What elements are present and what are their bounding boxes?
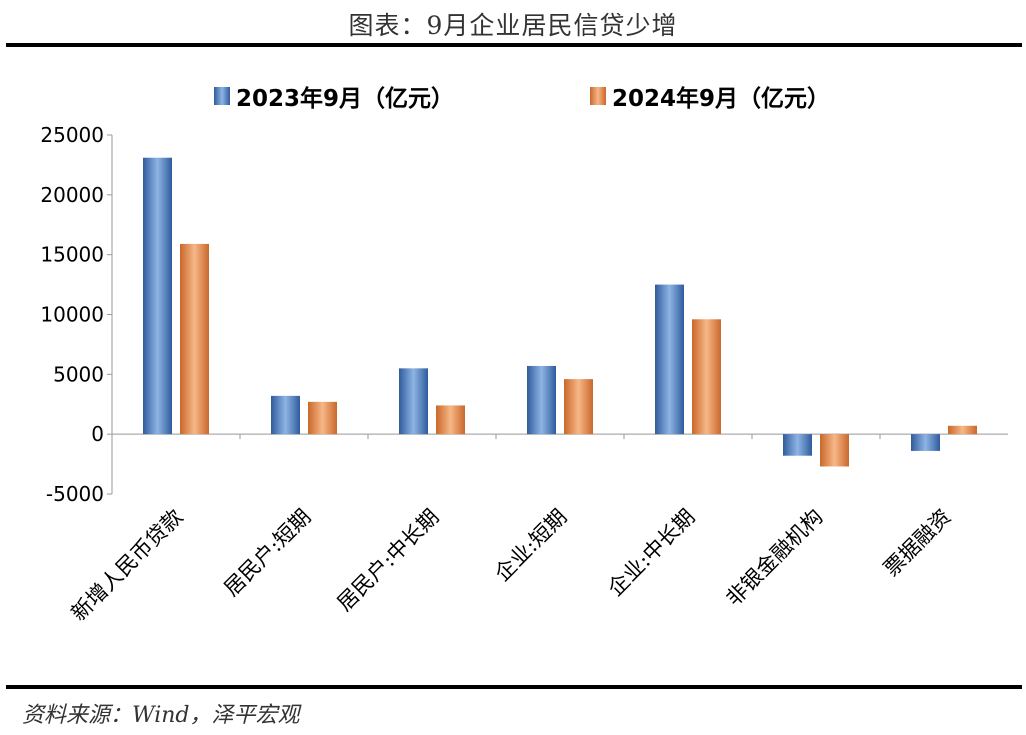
bar-2023-3 (527, 365, 556, 435)
category-label: 居民户:中长期 (332, 505, 443, 616)
source-note: 资料来源：Wind，泽平宏观 (22, 703, 300, 728)
legend-label-0: 2023年9月（亿元） (236, 85, 454, 112)
bars (143, 157, 977, 467)
category-label: 企业:短期 (490, 505, 571, 586)
bar-2024-5 (820, 434, 849, 467)
bar-2023-1 (271, 395, 300, 435)
y-tick-label: 10000 (40, 303, 104, 327)
bar-2024-6 (948, 425, 977, 435)
bar-2023-2 (399, 368, 428, 435)
y-tick-label: 0 (91, 422, 104, 446)
y-tick-label: 15000 (40, 243, 104, 267)
y-tick-label: -5000 (46, 482, 104, 506)
legend-label-1: 2024年9月（亿元） (612, 85, 830, 112)
bottom-rule (6, 685, 1022, 689)
bar-2024-3 (564, 379, 593, 435)
category-label: 新增人民币贷款 (67, 505, 188, 626)
bar-2024-1 (308, 401, 337, 435)
legend: 2023年9月（亿元） 2024年9月（亿元） (214, 85, 830, 112)
legend-swatch-1 (590, 87, 606, 105)
labels: 新增人民币贷款 居民户:短期 居民户:中长期 企业:短期 企业:中长期 非银金融机构 票据融… (67, 505, 956, 626)
bar-2024-0 (180, 243, 209, 435)
bar-2024-2 (436, 405, 465, 435)
y-tick-label: 20000 (40, 183, 104, 207)
category-label: 企业:中长期 (603, 505, 699, 601)
category-label: 居民户:短期 (219, 505, 315, 601)
bar-2024-4 (692, 319, 721, 435)
bar-2023-6 (911, 434, 940, 451)
category-label: 票据融资 (879, 505, 955, 581)
axes: -5000 0 5000 10000 15000 20000 25000 (40, 123, 1008, 506)
bar-2023-0 (143, 157, 172, 435)
legend-swatch-0 (214, 87, 230, 105)
bar-chart: 2023年9月（亿元） 2024年9月（亿元） -5000 0 5000 10000 15… (40, 85, 1008, 626)
chart-title: 图表：9月企业居民信贷少增 (348, 11, 678, 40)
top-rule (6, 43, 1022, 47)
y-tick-label: 5000 (53, 362, 104, 386)
category-label: 非银金融机构 (721, 505, 827, 611)
bar-2023-5 (783, 434, 812, 456)
y-tick-label: 25000 (40, 123, 104, 147)
bar-2023-4 (655, 284, 684, 435)
